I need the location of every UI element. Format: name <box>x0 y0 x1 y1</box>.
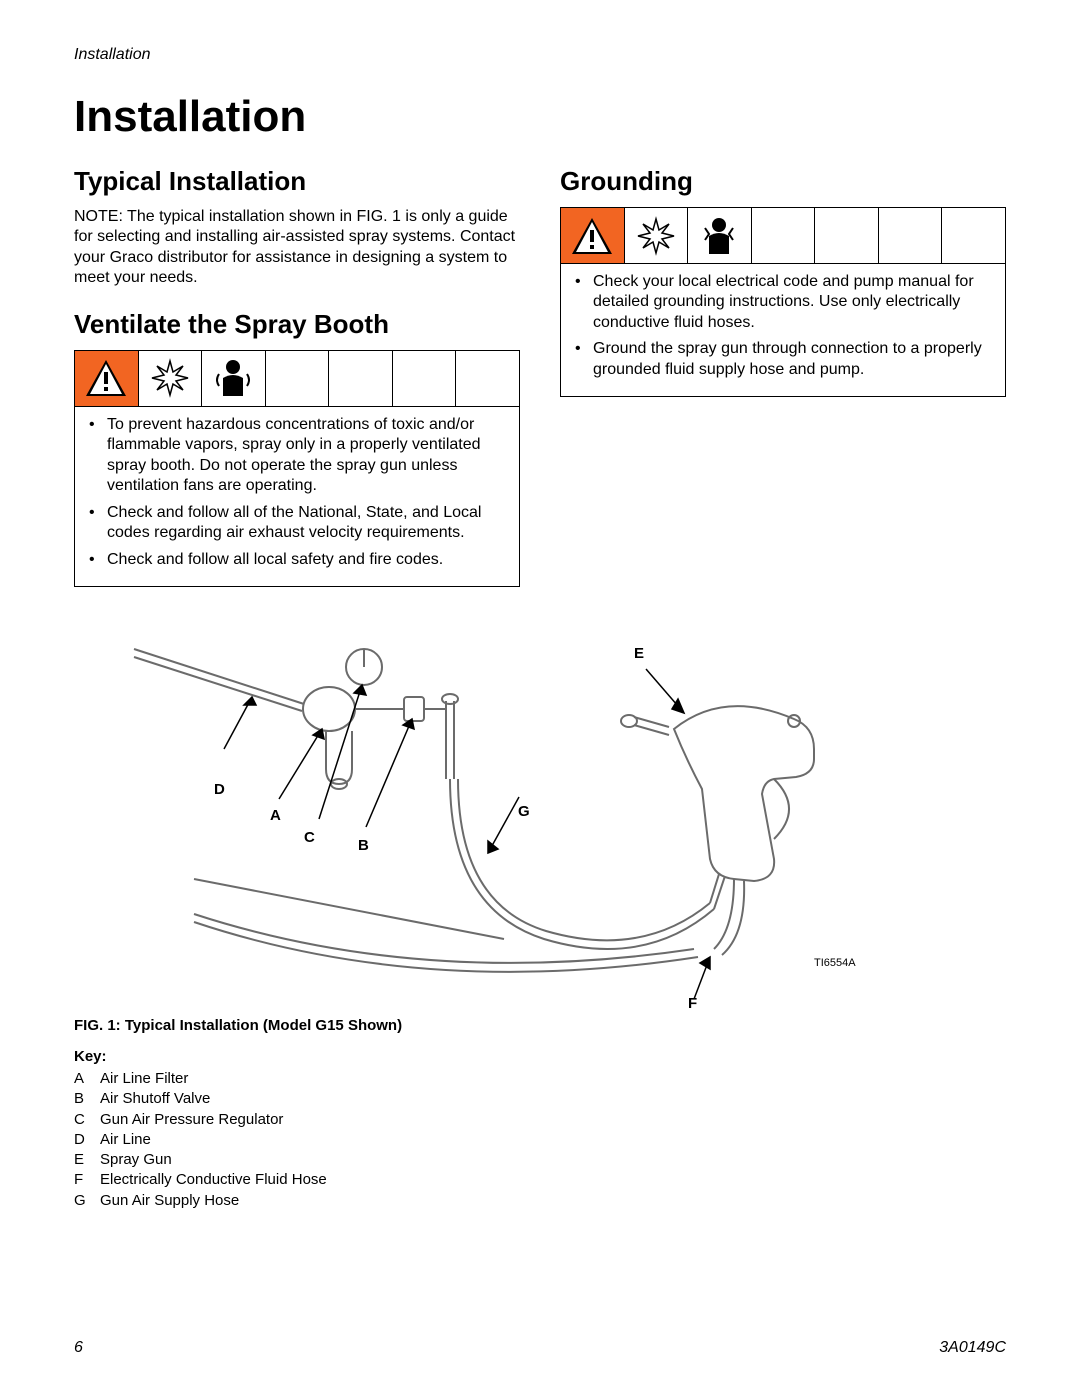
key-row-b: BAir Shutoff Valve <box>74 1089 1006 1109</box>
fig-label-e: E <box>634 645 644 662</box>
fig-label-a: A <box>270 807 281 824</box>
empty-icon-cell-3 <box>879 208 943 263</box>
ventilate-warning-box: To prevent hazardous concentrations of t… <box>74 350 520 587</box>
grounding-bullet-2: Ground the spray gun through connection … <box>571 339 995 380</box>
empty-icon-cell-4 <box>456 351 519 406</box>
fig-label-d: D <box>214 781 225 798</box>
ventilate-bullets: To prevent hazardous concentrations of t… <box>75 407 519 586</box>
empty-icon-cell-4 <box>942 208 1005 263</box>
explosion-icon <box>625 208 689 263</box>
left-column: Typical Installation NOTE: The typical i… <box>74 166 520 587</box>
figure-key: Key: AAir Line Filter BAir Shutoff Valve… <box>74 1048 1006 1211</box>
fig-label-f: F <box>688 995 697 1012</box>
empty-icon-cell-1 <box>266 351 330 406</box>
key-row-a: AAir Line Filter <box>74 1069 1006 1089</box>
grounding-warning-box: Check your local electrical code and pum… <box>560 207 1006 397</box>
key-row-f: FElectrically Conductive Fluid Hose <box>74 1170 1006 1190</box>
running-header: Installation <box>74 46 1006 64</box>
figure-area: D A C B G E F TI6554A FIG. 1: Typical In… <box>74 609 1006 1211</box>
page-title: Installation <box>74 92 1006 142</box>
empty-icon-cell-2 <box>329 351 393 406</box>
warning-triangle-icon <box>75 351 139 406</box>
fig-caption-prefix: FIG. 1: <box>74 1017 125 1034</box>
typical-installation-heading: Typical Installation <box>74 166 520 197</box>
page-number: 6 <box>74 1339 83 1357</box>
empty-icon-cell-2 <box>815 208 879 263</box>
key-title: Key: <box>74 1048 1006 1065</box>
fig-label-c: C <box>304 829 315 846</box>
key-row-g: GGun Air Supply Hose <box>74 1191 1006 1211</box>
key-row-e: ESpray Gun <box>74 1150 1006 1170</box>
shock-person-icon <box>688 208 752 263</box>
grounding-bullet-1: Check your local electrical code and pum… <box>571 272 995 333</box>
installation-diagram: D A C B G E F TI6554A <box>74 609 1006 1009</box>
warning-icon-strip <box>75 351 519 407</box>
empty-icon-cell-3 <box>393 351 457 406</box>
grounding-bullets: Check your local electrical code and pum… <box>561 264 1005 396</box>
grounding-heading: Grounding <box>560 166 1006 197</box>
empty-icon-cell-1 <box>752 208 816 263</box>
right-column: Grounding <box>560 166 1006 587</box>
ventilate-bullet-2: Check and follow all of the National, St… <box>85 503 509 544</box>
grounding-icon-strip <box>561 208 1005 264</box>
ventilate-bullet-1: To prevent hazardous concentrations of t… <box>85 415 509 497</box>
warning-triangle-icon <box>561 208 625 263</box>
ti-code: TI6554A <box>814 957 856 969</box>
fig-label-g: G <box>518 803 530 820</box>
fig-caption-text: Typical Installation (Model G15 Shown) <box>125 1017 402 1034</box>
fig-label-b: B <box>358 837 369 854</box>
columns: Typical Installation NOTE: The typical i… <box>74 166 1006 587</box>
figure-caption: FIG. 1: Typical Installation (Model G15 … <box>74 1017 1006 1034</box>
key-row-d: DAir Line <box>74 1130 1006 1150</box>
explosion-icon <box>139 351 203 406</box>
toxic-fumes-icon <box>202 351 266 406</box>
typical-installation-note: NOTE: The typical installation shown in … <box>74 207 520 289</box>
key-row-c: CGun Air Pressure Regulator <box>74 1110 1006 1130</box>
page-footer: 6 3A0149C <box>74 1339 1006 1357</box>
doc-number: 3A0149C <box>939 1339 1006 1357</box>
ventilate-bullet-3: Check and follow all local safety and fi… <box>85 550 509 570</box>
ventilate-heading: Ventilate the Spray Booth <box>74 309 520 340</box>
